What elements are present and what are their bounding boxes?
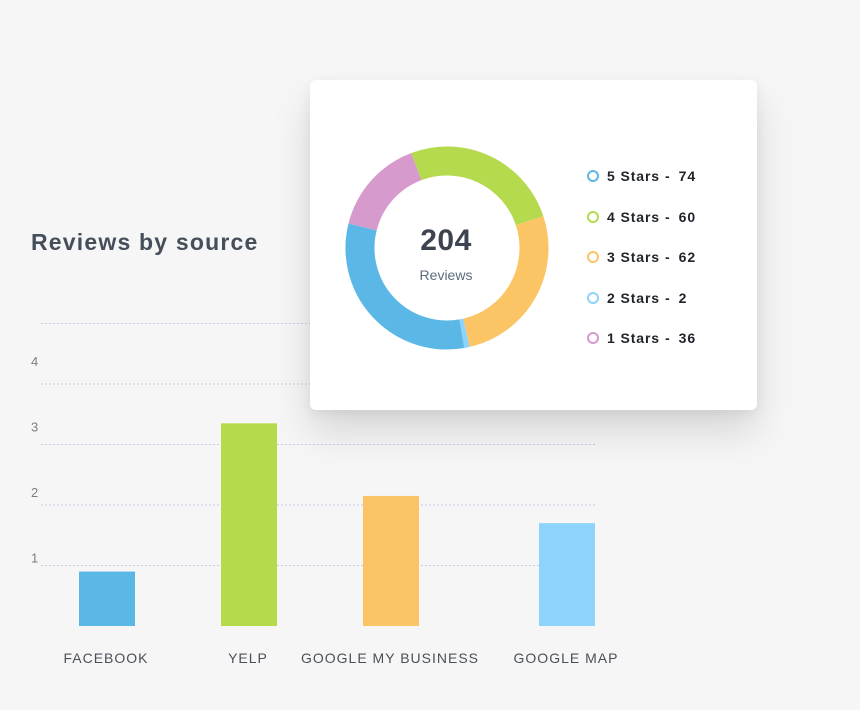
- legend-value: 60: [678, 208, 697, 225]
- legend-label: 1 Stars: [607, 330, 660, 347]
- donut-slice-3-stars: [462, 216, 549, 347]
- legend-separator: -: [665, 289, 670, 306]
- donut-center: 204 Reviews: [346, 224, 546, 283]
- legend-separator: -: [665, 330, 670, 347]
- legend-item-5-stars: 5 Stars - 74: [587, 156, 696, 197]
- legend-separator: -: [665, 208, 670, 225]
- x-tick-label: GOOGLE MAP: [514, 650, 619, 666]
- bar-yelp: [221, 423, 277, 626]
- total-reviews-value: 204: [420, 224, 472, 257]
- bar-facebook: [79, 571, 135, 626]
- legend-value: 62: [678, 249, 697, 266]
- legend-item-4-stars: 4 Stars - 60: [587, 197, 696, 238]
- legend-separator: -: [665, 168, 670, 185]
- legend-label: 3 Stars: [607, 249, 660, 266]
- y-tick-label: 4: [31, 354, 38, 369]
- legend-item-2-stars: 2 Stars - 2: [587, 278, 696, 319]
- chart-title: Reviews by source: [31, 229, 259, 255]
- donut-chart: [345, 146, 549, 350]
- x-tick-label: GOOGLE MY BUSINESS: [301, 650, 479, 666]
- y-tick-label: 2: [31, 485, 38, 500]
- legend-item-1-stars: 1 Stars - 36: [587, 318, 696, 359]
- legend-label: 2 Stars: [607, 289, 660, 306]
- bar-google-map: [539, 523, 595, 626]
- rating-legend: 5 Stars - 74 4 Stars - 60 3 Stars - 62 2…: [587, 156, 696, 359]
- y-tick-label: 1: [31, 551, 38, 566]
- legend-marker-icon: [587, 170, 599, 183]
- legend-marker-icon: [587, 210, 599, 223]
- donut-slice-5-stars: [345, 223, 465, 350]
- legend-item-3-stars: 3 Stars - 62: [587, 237, 696, 278]
- legend-marker-icon: [587, 332, 599, 345]
- legend-value: 36: [678, 330, 697, 347]
- x-tick-label: YELP: [228, 650, 268, 666]
- legend-value: 2: [678, 289, 688, 306]
- x-tick-label: FACEBOOK: [63, 650, 148, 666]
- donut-slice-2-stars: [459, 318, 470, 349]
- legend-separator: -: [665, 249, 670, 266]
- legend-label: 4 Stars: [607, 208, 660, 225]
- total-reviews-label: Reviews: [419, 267, 473, 283]
- bar-google-my-business: [363, 495, 419, 626]
- legend-marker-icon: [587, 251, 599, 264]
- donut-slice-4-stars: [411, 146, 544, 226]
- legend-value: 74: [678, 168, 697, 185]
- y-tick-label: 3: [31, 420, 38, 435]
- ratings-card: 204 Reviews 5 Stars - 74 4 Stars - 60 3 …: [310, 80, 757, 410]
- legend-marker-icon: [587, 291, 599, 304]
- donut-slice-1-stars: [348, 153, 422, 232]
- legend-label: 5 Stars: [607, 168, 660, 185]
